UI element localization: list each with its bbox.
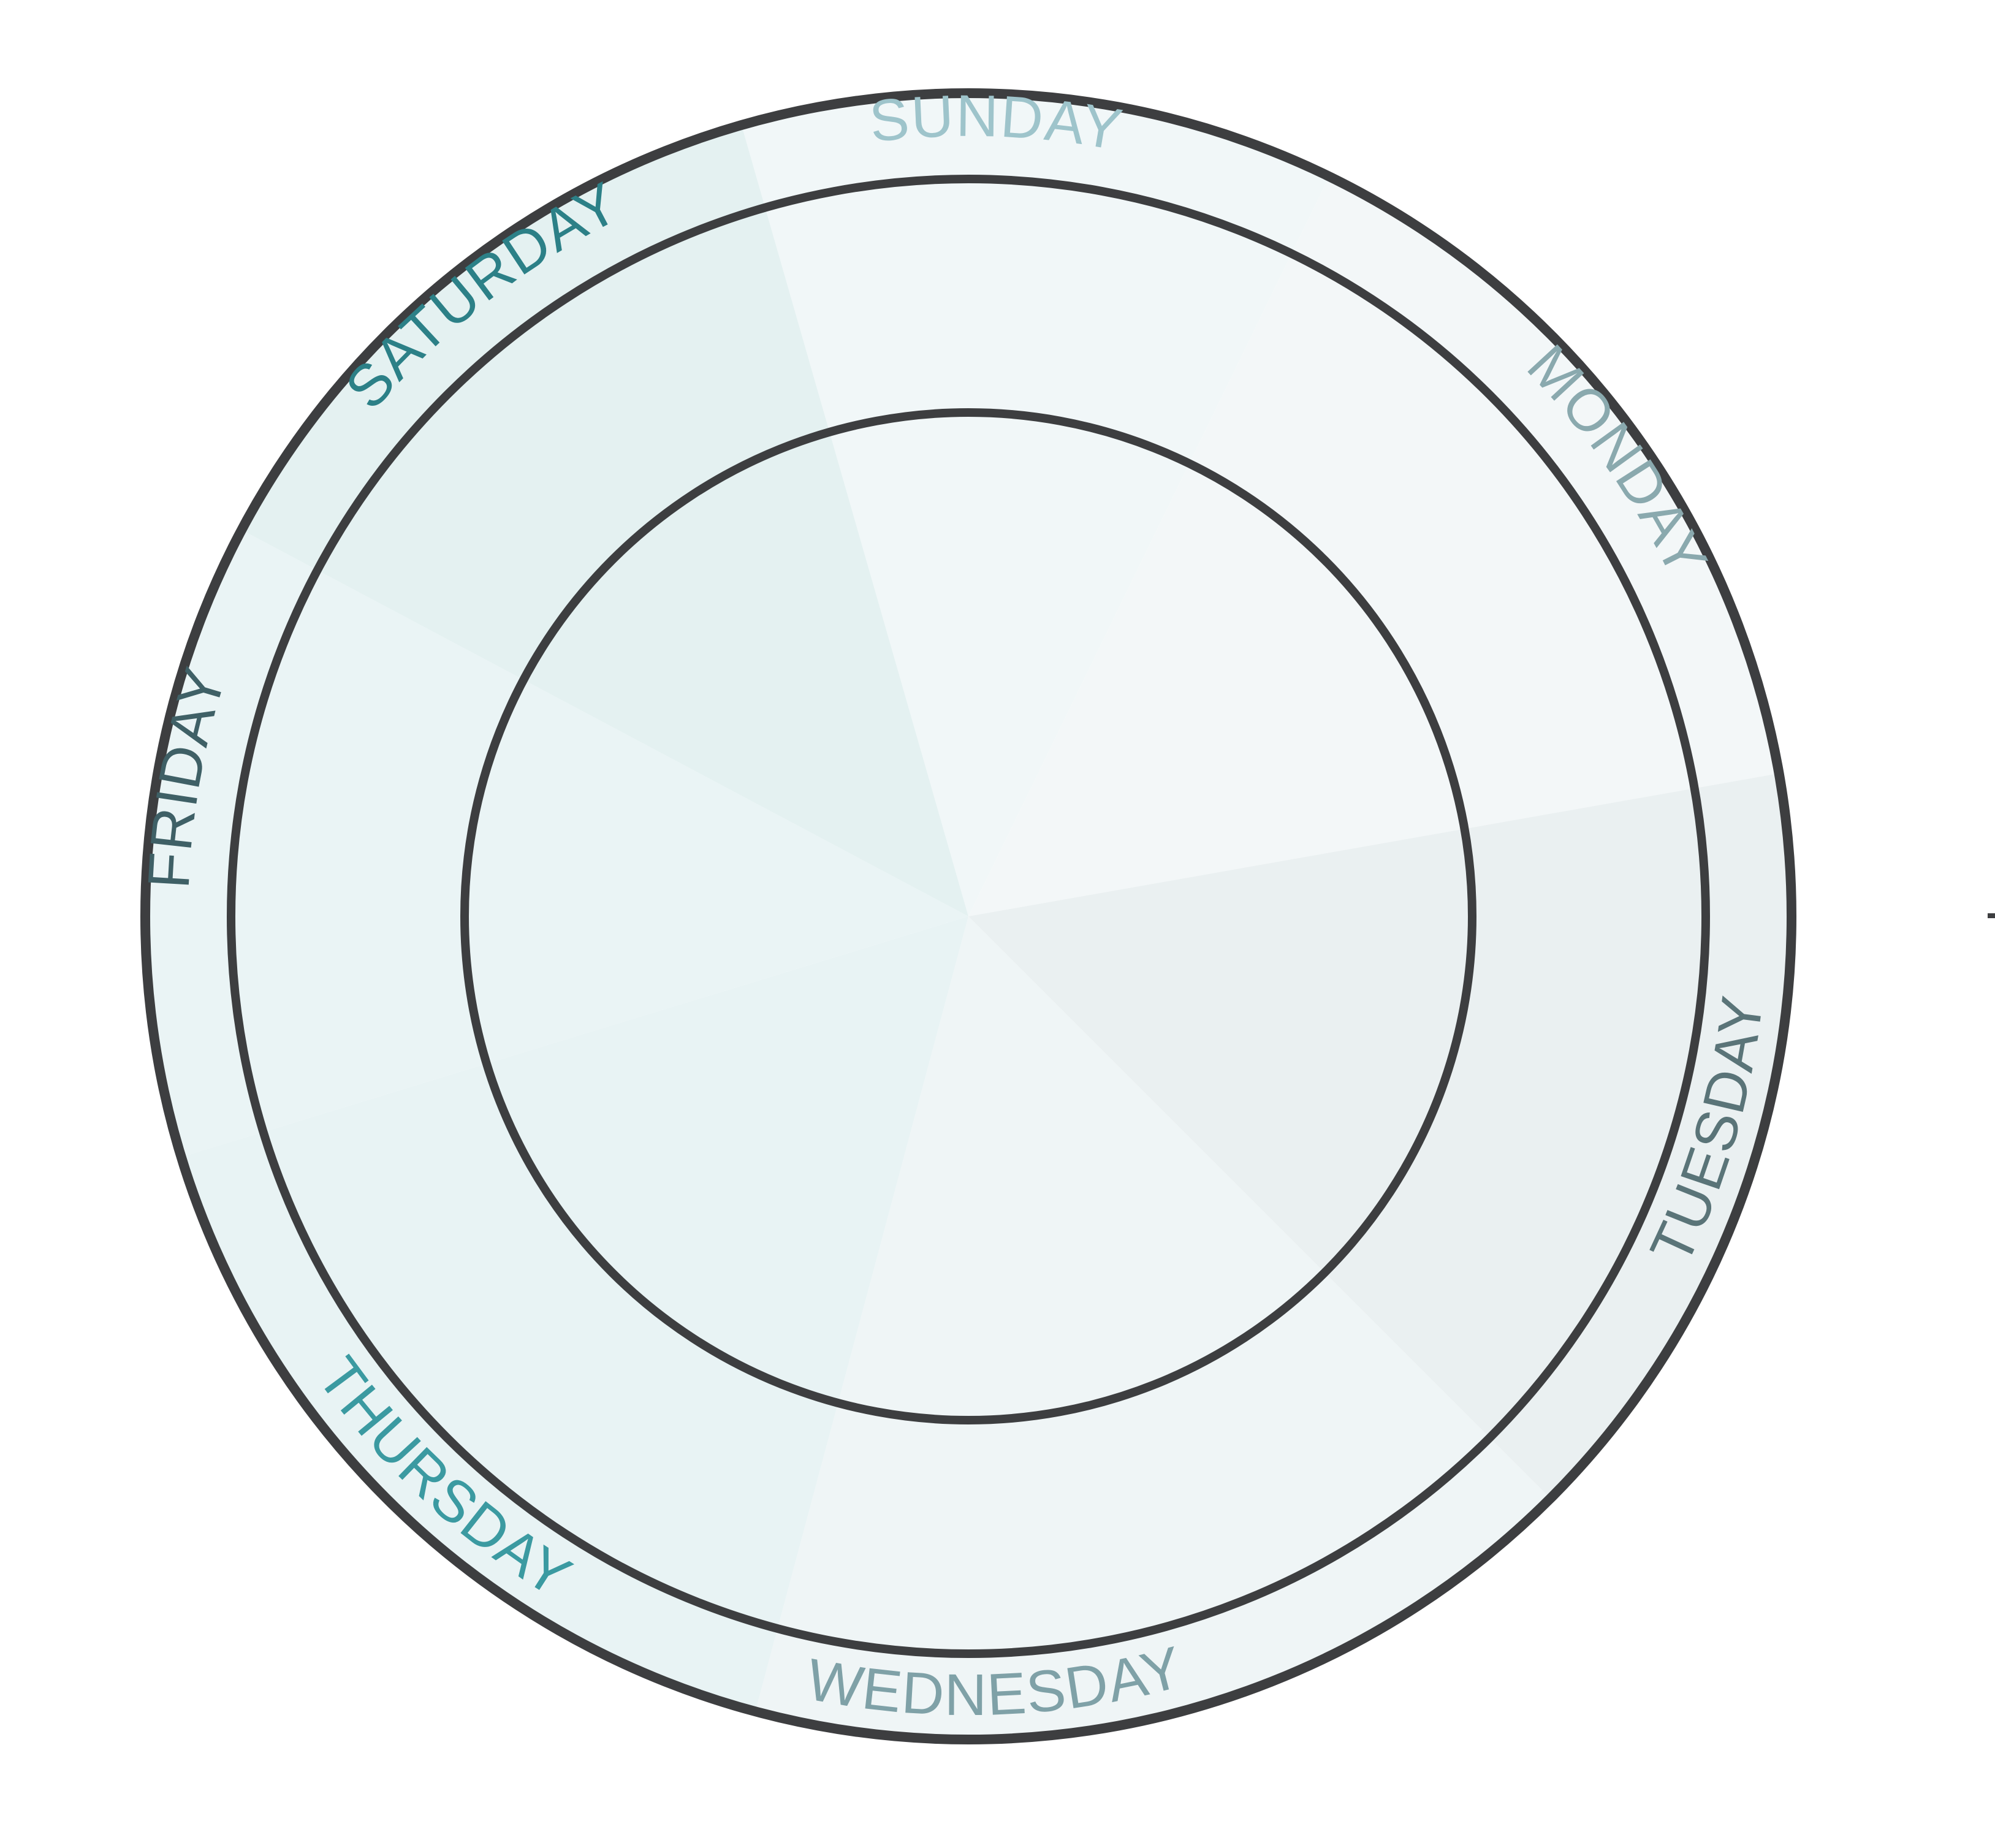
wedge-wednesday (755, 916, 1551, 1740)
wedge-sunday (741, 93, 1329, 917)
wedge-thursday (181, 916, 968, 1712)
wedge-friday (145, 530, 968, 1157)
edge-tick-mark (1988, 913, 1995, 918)
wedge-saturday (241, 125, 968, 917)
outer-ring (140, 88, 1796, 1744)
middle-ring (227, 175, 1710, 1658)
day-wedges (145, 93, 1792, 1740)
inner-ring (460, 408, 1476, 1424)
